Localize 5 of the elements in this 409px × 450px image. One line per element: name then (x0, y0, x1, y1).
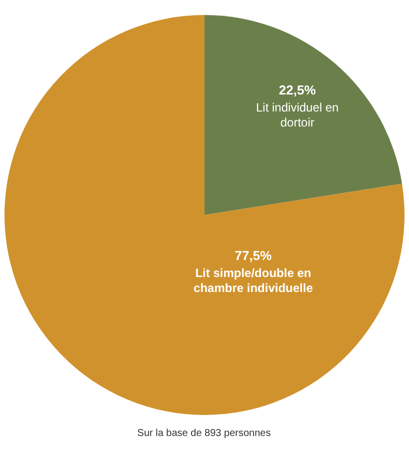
slice-label: Lit individuel en dortoir (256, 100, 339, 130)
data-label: 22,5% (278, 82, 316, 98)
slice-label: Lit simple/double en chambre individuelle (194, 266, 314, 296)
text: Sur la base de 893 personnes (137, 428, 271, 439)
data-label: 77,5% (234, 248, 272, 264)
